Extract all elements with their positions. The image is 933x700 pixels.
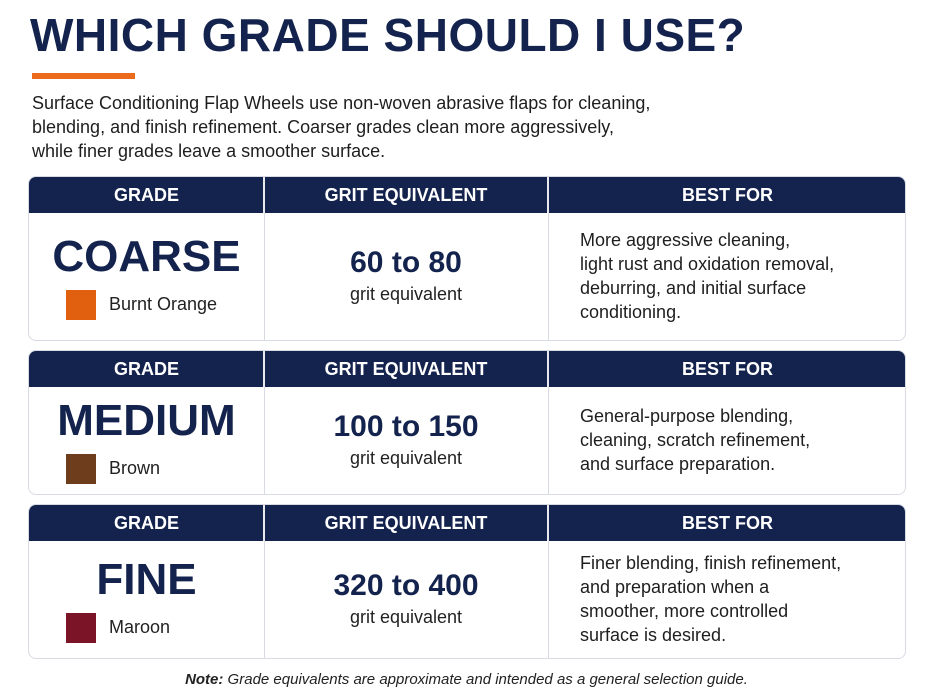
best-for-line: light rust and oxidation removal,	[580, 253, 835, 274]
grade-name: COARSE	[52, 231, 241, 281]
column-header: GRADE	[113, 513, 179, 533]
color-name: Burnt Orange	[109, 293, 218, 314]
note-text: Grade equivalents are approximate and in…	[223, 671, 748, 688]
best-for-line: conditioning.	[580, 301, 682, 322]
header-divider	[263, 351, 265, 387]
column-header: GRADE	[113, 185, 179, 205]
column-header: BEST FOR	[681, 513, 773, 533]
best-for-line: More aggressive cleaning,	[580, 229, 791, 250]
best-for-line: and preparation when a	[580, 576, 770, 597]
header-divider	[547, 505, 549, 541]
grit-unit: grit equivalent	[349, 447, 463, 468]
accent-bar	[32, 73, 135, 79]
column-header: GRIT EQUIVALENT	[324, 359, 488, 379]
grit-range: 100 to 150	[333, 409, 479, 443]
grade-card: GRADE GRIT EQUIVALENT BEST FOR COARSE Burnt …	[28, 176, 906, 341]
color-name: Maroon	[109, 616, 171, 637]
column-divider	[548, 387, 549, 494]
column-header: BEST FOR	[681, 359, 773, 379]
best-for: General-purpose blending, cleaning, scrat…	[580, 404, 810, 476]
card-header: GRADE GRIT EQUIVALENT BEST FOR	[29, 177, 905, 213]
color-swatch	[66, 453, 96, 484]
card-header: GRADE GRIT EQUIVALENT BEST FOR	[29, 505, 905, 541]
column-divider	[548, 213, 549, 340]
best-for-line: deburring, and initial surface	[580, 277, 807, 298]
grit-range: 60 to 80	[350, 245, 462, 279]
header-divider	[547, 351, 549, 387]
grade-card: GRADE GRIT EQUIVALENT BEST FOR MEDIUM Brown 1…	[28, 350, 906, 495]
best-for: More aggressive cleaning, light rust and …	[580, 228, 834, 324]
column-divider	[264, 213, 265, 340]
header-divider	[263, 505, 265, 541]
column-header: GRIT EQUIVALENT	[324, 185, 488, 205]
grade-card: GRADE GRIT EQUIVALENT BEST FOR FINE Maroon 32…	[28, 504, 906, 659]
grade-name: MEDIUM	[57, 395, 236, 445]
column-divider	[264, 387, 265, 494]
color-swatch	[66, 289, 96, 320]
column-divider	[548, 541, 549, 658]
best-for-line: Finer blending, finish refinement,	[580, 552, 842, 573]
column-header: GRADE	[113, 359, 179, 379]
intro: Surface Conditioning Flap Wheels use non…	[32, 91, 650, 163]
best-for-line: cleaning, scratch refinement,	[580, 429, 811, 450]
note: Note: Grade equivalents are approximate …	[0, 671, 933, 688]
intro-line: while finer grades leave a smoother surf…	[32, 141, 386, 161]
best-for-line: and surface preparation.	[580, 453, 776, 474]
column-header: BEST FOR	[681, 185, 773, 205]
grit-unit: grit equivalent	[349, 606, 463, 627]
card-header: GRADE GRIT EQUIVALENT BEST FOR	[29, 351, 905, 387]
intro-line: Surface Conditioning Flap Wheels use non…	[32, 93, 651, 113]
header-divider	[547, 177, 549, 213]
best-for: Finer blending, finish refinement, and pr…	[580, 551, 841, 647]
column-header: GRIT EQUIVALENT	[324, 513, 488, 533]
note-label: Note:	[185, 671, 224, 688]
intro-line: blending, and finish refinement. Coarser…	[32, 117, 614, 137]
header-divider	[263, 177, 265, 213]
title: WHICH GRADE SHOULD I USE?	[30, 9, 746, 61]
column-divider	[264, 541, 265, 658]
color-swatch	[66, 612, 96, 643]
color-name: Brown	[109, 457, 161, 478]
best-for-line: surface is desired.	[580, 624, 727, 645]
grit-unit: grit equivalent	[349, 283, 463, 304]
best-for-line: smoother, more controlled	[580, 600, 789, 621]
grade-name: FINE	[96, 554, 197, 604]
best-for-line: General-purpose blending,	[580, 405, 794, 426]
grit-range: 320 to 400	[333, 568, 479, 602]
